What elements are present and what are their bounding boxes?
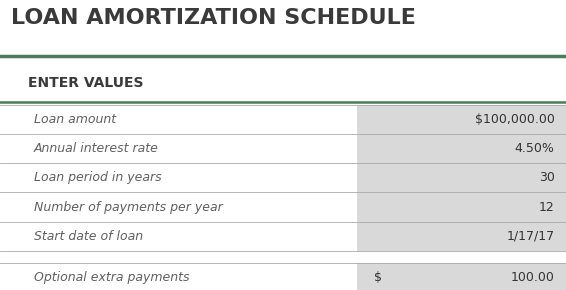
Text: Annual interest rate: Annual interest rate: [34, 142, 159, 155]
Bar: [0, 222, 357, 251]
Bar: [357, 193, 566, 222]
Text: $100,000.00: $100,000.00: [475, 113, 555, 126]
Text: LOAN AMORTIZATION SCHEDULE: LOAN AMORTIZATION SCHEDULE: [11, 8, 416, 28]
Bar: [357, 105, 566, 134]
Bar: [357, 134, 566, 163]
Bar: [0, 134, 357, 163]
Text: 100.00: 100.00: [511, 271, 555, 284]
Bar: [0, 263, 357, 290]
Text: Loan amount: Loan amount: [34, 113, 116, 126]
Bar: [357, 163, 566, 193]
Text: 4.50%: 4.50%: [515, 142, 555, 155]
Bar: [0, 193, 357, 222]
Text: Optional extra payments: Optional extra payments: [34, 271, 190, 284]
Bar: [0, 163, 357, 193]
Bar: [0, 105, 357, 134]
Text: Number of payments per year: Number of payments per year: [34, 201, 222, 213]
Text: Loan period in years: Loan period in years: [34, 171, 161, 184]
Bar: [357, 222, 566, 251]
Bar: [357, 263, 566, 290]
Text: 30: 30: [539, 171, 555, 184]
Text: ENTER VALUES: ENTER VALUES: [28, 76, 144, 90]
Text: 1/17/17: 1/17/17: [507, 230, 555, 243]
Text: Start date of loan: Start date of loan: [34, 230, 143, 243]
Text: 12: 12: [539, 201, 555, 213]
Text: $: $: [374, 271, 381, 284]
